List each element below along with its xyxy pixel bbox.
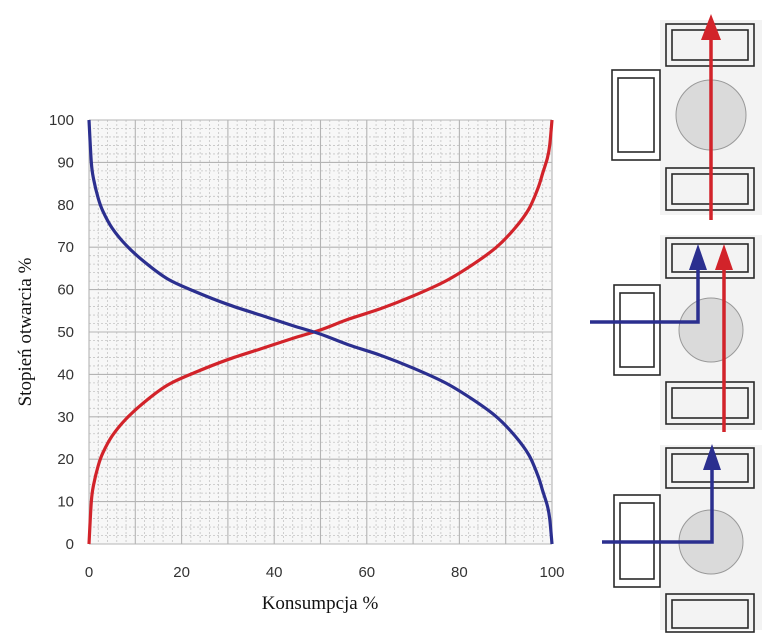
valve-middle-supply-arrow-head — [715, 244, 733, 270]
major-grid — [88, 119, 553, 545]
valve-middle-lower-port — [665, 381, 755, 425]
series-line-red — [87, 119, 554, 545]
valve-middle-side-port-inner — [619, 292, 655, 368]
valve-middle-upper-port — [665, 237, 755, 279]
valve-top — [611, 14, 762, 220]
valve-top-side-port — [611, 69, 661, 161]
x-tick-label: 60 — [358, 564, 375, 581]
y-tick-label: 10 — [57, 494, 74, 511]
valve-middle-upper-port-inner — [671, 243, 749, 273]
y-tick-label: 80 — [57, 197, 74, 214]
valve-middle-return-arrow-head — [689, 244, 707, 270]
y-tick-label: 60 — [57, 282, 74, 299]
plot-area — [87, 119, 554, 545]
x-tick-labels: 0 20 40 60 80 100 — [85, 564, 565, 581]
valve-diagram — [590, 14, 762, 633]
valve-bottom-return-arrow-head — [703, 444, 721, 470]
valve-bottom-upper-port — [665, 447, 755, 489]
y-tick-labels: 0 10 20 30 40 50 60 70 80 90 100 — [49, 112, 74, 553]
y-tick-label: 90 — [57, 154, 74, 171]
series-group — [87, 119, 554, 545]
valve-bottom-return-arrow-line — [602, 466, 714, 544]
y-tick-label: 50 — [57, 324, 74, 341]
valve-bottom — [602, 444, 762, 633]
x-tick-label: 100 — [539, 564, 564, 581]
valve-bottom-lower-port — [665, 593, 755, 633]
y-tick-label: 30 — [57, 409, 74, 426]
valve-top-supply-arrow-head — [701, 14, 721, 40]
valve-middle-side-port — [613, 284, 661, 376]
x-tick-label: 40 — [266, 564, 283, 581]
series-line-blue — [87, 119, 554, 545]
y-tick-label: 0 — [66, 536, 74, 553]
y-tick-label: 40 — [57, 366, 74, 383]
valve-middle — [590, 235, 762, 432]
valve-middle-return-arrow-line — [590, 266, 700, 324]
valve-middle-plug — [678, 297, 744, 363]
y-tick-label: 70 — [57, 239, 74, 256]
valve-top-side-port-inner — [617, 77, 655, 153]
valve-bottom-lower-port-inner — [671, 599, 749, 629]
x-tick-label: 80 — [451, 564, 468, 581]
x-tick-label: 0 — [85, 564, 93, 581]
valve-middle-lower-port-inner — [671, 387, 749, 419]
y-axis-label: Stopień otwarcia % — [15, 257, 36, 406]
y-tick-label: 20 — [57, 451, 74, 468]
y-tick-label: 100 — [49, 112, 74, 129]
x-tick-label: 20 — [173, 564, 190, 581]
x-axis-label: Konsumpcja % — [262, 593, 379, 614]
